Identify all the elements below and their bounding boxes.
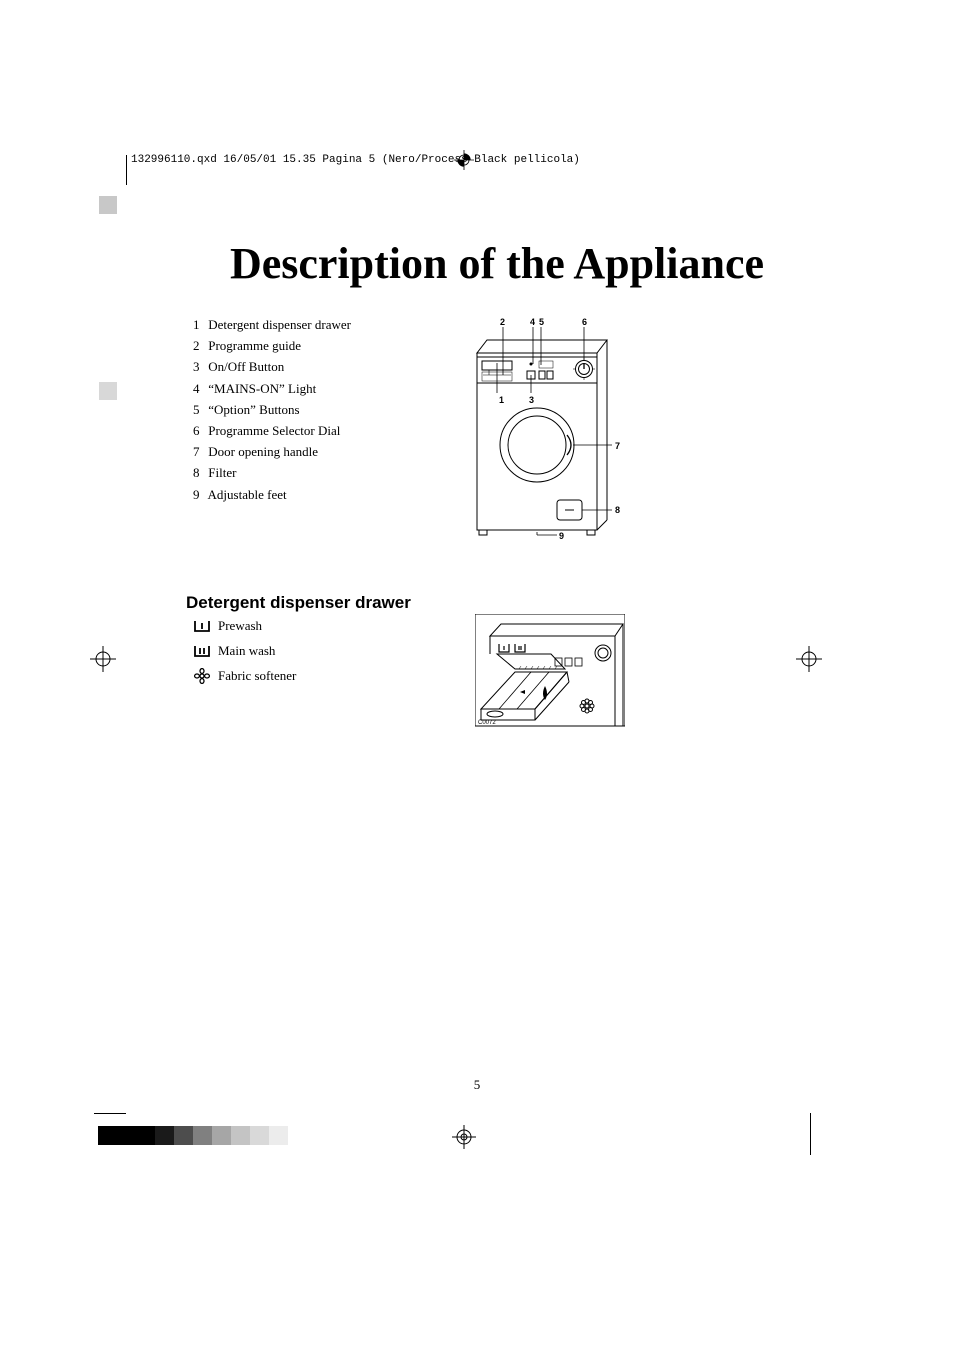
- color-swatch: [212, 1126, 231, 1145]
- crop-header: 132996110.qxd 16/05/01 15.35 Pagina 5 (N…: [131, 154, 580, 166]
- dispenser-drawer-diagram: C0072: [475, 614, 625, 729]
- svg-text:3: 3: [529, 395, 534, 405]
- svg-text:9: 9: [559, 531, 564, 541]
- svg-text:2: 2: [500, 317, 505, 327]
- mainwash-icon: [192, 644, 212, 658]
- registration-target-top: [452, 150, 476, 170]
- dispenser-list: Prewash Main wash Fabric softener: [192, 618, 296, 693]
- parts-list-item: 7 Door opening handle: [193, 443, 351, 461]
- color-swatch: [231, 1126, 250, 1145]
- parts-list-item: 9 Adjustable feet: [193, 486, 351, 504]
- color-swatch: [155, 1126, 174, 1145]
- dispenser-item-label: Prewash: [218, 618, 262, 634]
- parts-list-item: 1 Detergent dispenser drawer: [193, 316, 351, 334]
- svg-text:1: 1: [499, 395, 504, 405]
- parts-list-item: 3 On/Off Button: [193, 358, 351, 376]
- registration-cross-left: [90, 646, 116, 672]
- softener-icon: [192, 668, 212, 684]
- dispenser-item-softener: Fabric softener: [192, 668, 296, 684]
- registration-cross-right: [796, 646, 822, 672]
- svg-text:C0072: C0072: [478, 720, 496, 726]
- color-patch-2: [99, 382, 117, 400]
- color-swatch: [174, 1126, 193, 1145]
- dispenser-heading: Detergent dispenser drawer: [186, 593, 411, 613]
- dispenser-item-mainwash: Main wash: [192, 643, 296, 659]
- color-swatch: [98, 1126, 117, 1145]
- prewash-icon: [192, 619, 212, 633]
- crop-mark-bottom-left: [94, 1113, 126, 1114]
- svg-text:6: 6: [582, 317, 587, 327]
- color-swatch: [136, 1126, 155, 1145]
- color-swatch: [250, 1126, 269, 1145]
- color-calibration-bar: [98, 1126, 288, 1145]
- color-patch-1: [99, 196, 117, 214]
- svg-text:7: 7: [615, 441, 620, 451]
- svg-text:5: 5: [539, 317, 544, 327]
- color-swatch: [269, 1126, 288, 1145]
- parts-list-item: 4 “MAINS-ON” Light: [193, 380, 351, 398]
- dispenser-item-label: Fabric softener: [218, 668, 296, 684]
- dispenser-item-label: Main wash: [218, 643, 275, 659]
- color-swatch: [117, 1126, 136, 1145]
- crop-mark-top-left: [126, 155, 127, 185]
- crop-mark-bottom-right: [810, 1113, 811, 1155]
- registration-target-bottom: [452, 1125, 476, 1149]
- color-swatch: [193, 1126, 212, 1145]
- svg-text:4: 4: [530, 317, 535, 327]
- appliance-diagram: 1 2 3 4 5 6 7 8 9: [467, 315, 637, 555]
- svg-text:8: 8: [615, 505, 620, 515]
- page-title: Description of the Appliance: [187, 238, 807, 289]
- parts-list-item: 6 Programme Selector Dial: [193, 422, 351, 440]
- parts-list-item: 2 Programme guide: [193, 337, 351, 355]
- parts-list: 1 Detergent dispenser drawer 2 Programme…: [193, 316, 351, 507]
- parts-list-item: 5 “Option” Buttons: [193, 401, 351, 419]
- dispenser-item-prewash: Prewash: [192, 618, 296, 634]
- parts-list-item: 8 Filter: [193, 464, 351, 482]
- page-number: 5: [0, 1077, 954, 1093]
